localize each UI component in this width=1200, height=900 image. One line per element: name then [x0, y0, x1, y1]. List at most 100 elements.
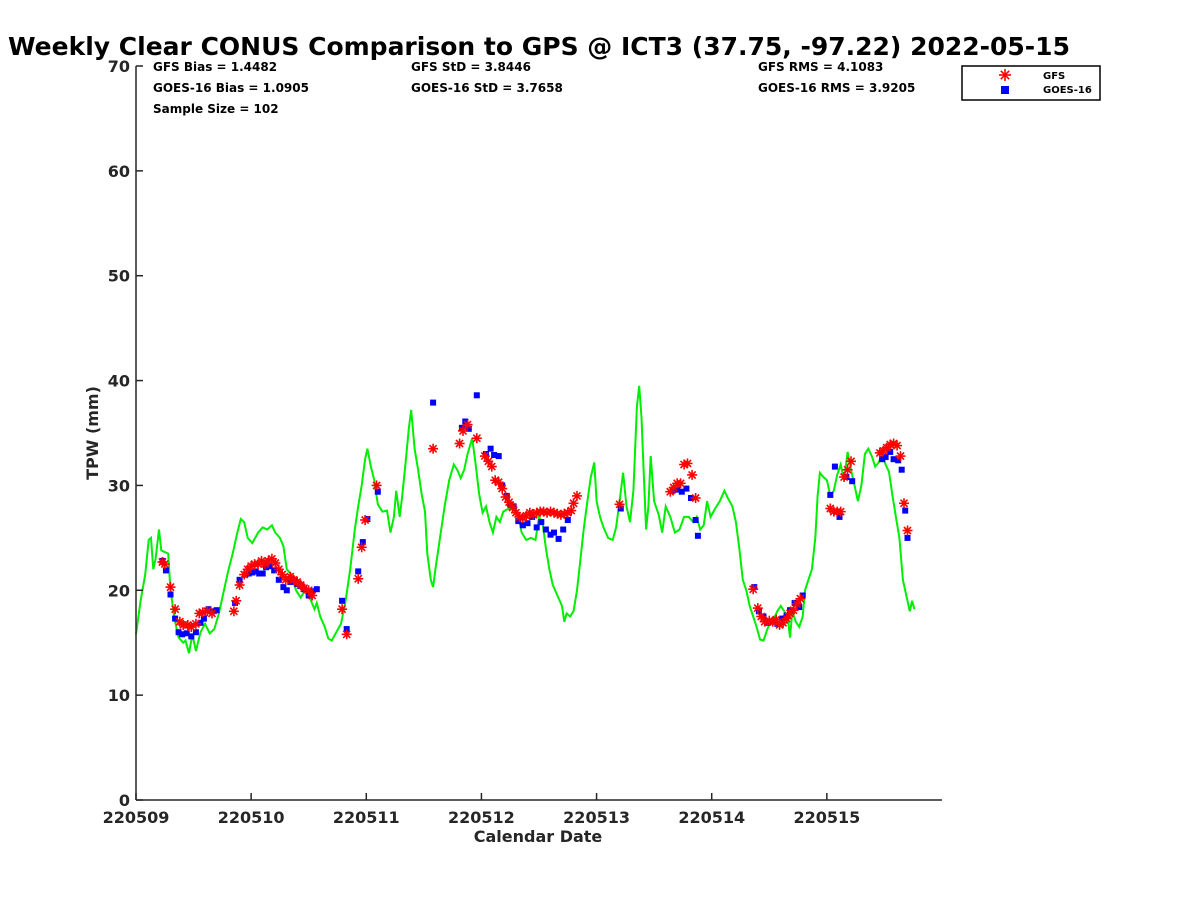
gfs-point	[566, 505, 577, 516]
gfs-point	[277, 569, 288, 580]
goes16-point	[678, 488, 685, 495]
goes16-point	[192, 629, 199, 636]
gfs-rms-stat: GFS RMS = 4.1083	[758, 60, 883, 74]
goes16-point	[538, 519, 545, 526]
gfs-point	[165, 582, 176, 593]
goes16-point	[271, 567, 278, 574]
goes16-point	[364, 516, 371, 522]
x-tick-label: 220512	[448, 808, 515, 827]
goes16-point	[343, 626, 350, 633]
legend-goes16-label: GOES-16	[1043, 85, 1092, 96]
x-tick-label: 220513	[563, 808, 630, 827]
gfs-point	[239, 569, 250, 580]
goes16-point	[213, 607, 220, 614]
gfs-point	[842, 464, 853, 475]
y-ticks: 0 10 20 30 40 50 60 70	[108, 57, 143, 810]
x-tick-label: 220509	[103, 808, 170, 827]
gfs-point	[504, 497, 515, 508]
y-tick-label: 70	[108, 57, 130, 76]
y-tick-label: 10	[108, 686, 130, 705]
goes16-point	[524, 520, 531, 527]
goes16-point	[183, 630, 190, 637]
goes16-point	[849, 478, 856, 485]
goes16-point	[287, 578, 294, 585]
goes16-point	[266, 563, 273, 570]
gfs-point	[752, 603, 763, 614]
goes16-point	[692, 517, 699, 523]
legend: GFS GOES-16	[961, 65, 1101, 101]
gfs-point	[190, 618, 201, 629]
goes16-point	[473, 392, 480, 399]
goes16-point	[683, 485, 690, 492]
goes16-point	[236, 576, 243, 583]
gfs-bias-stat: GFS Bias = 1.4482	[153, 60, 277, 74]
goes16-point	[827, 491, 834, 498]
gfs-point	[234, 580, 245, 590]
goes-std-stat: GOES-16 StD = 3.7658	[411, 81, 563, 95]
gfs-point	[486, 461, 497, 472]
statistics-block: GFS Bias = 1.4482 GOES-16 Bias = 1.0905 …	[153, 60, 915, 116]
y-axis-label: TPW (mm)	[83, 386, 102, 480]
goes16-point	[674, 486, 681, 493]
goes16-point	[197, 619, 204, 626]
goes16-point	[465, 425, 472, 432]
goes16-point	[283, 587, 290, 594]
gfs-point	[483, 456, 494, 467]
gfs-point	[902, 525, 913, 536]
gfs-point	[899, 498, 909, 509]
gfs-point	[231, 595, 242, 606]
goes-bias-stat: GOES-16 Bias = 1.0905	[153, 81, 309, 95]
goes16-point	[879, 456, 886, 463]
x-tick-label: 220514	[678, 808, 745, 827]
goes16-point	[669, 487, 676, 494]
gfs-point	[892, 440, 903, 451]
goes16-point	[179, 631, 186, 638]
gfs-point	[307, 590, 318, 601]
gfs-point	[159, 559, 170, 570]
goes16-point	[831, 463, 838, 470]
goes16-point	[882, 454, 889, 461]
gfs-point	[795, 593, 806, 604]
gfs-point	[682, 458, 693, 469]
goes16-point	[487, 445, 494, 452]
goes16-point	[887, 448, 894, 455]
gfs-point	[507, 502, 518, 513]
goes16-point	[339, 597, 346, 604]
gfs-point	[207, 608, 217, 619]
x-tick-label: 220510	[218, 808, 285, 827]
goes16-point	[458, 424, 465, 431]
goes16-point	[551, 529, 557, 536]
goes16-point	[245, 570, 252, 577]
goes16-point	[188, 633, 195, 640]
gfs-point	[756, 611, 767, 622]
axes	[135, 66, 942, 801]
goes16-point	[555, 535, 562, 542]
gps-series-layer	[135, 385, 916, 654]
goes16-point	[495, 453, 502, 460]
x-ticks: 220509 220510 220511 220512 220513 220514 2205…	[103, 793, 860, 827]
goes16-point	[175, 629, 182, 636]
goes16-point	[519, 522, 526, 529]
goes16-point	[355, 568, 362, 575]
gps-line	[135, 385, 916, 654]
gfs-point	[839, 472, 850, 482]
goes16-point	[902, 507, 909, 514]
gfs-point	[471, 433, 482, 444]
x-tick-label: 220515	[793, 808, 860, 827]
goes16-point	[172, 615, 179, 622]
goes16-point	[836, 513, 843, 520]
gfs-point	[895, 451, 906, 462]
gfs-point	[303, 585, 314, 596]
goes16-point	[533, 524, 540, 531]
gfs-point	[675, 478, 686, 489]
goes16-point	[617, 505, 624, 512]
goes-rms-stat: GOES-16 RMS = 3.9205	[758, 81, 915, 95]
x-tick-label: 220511	[333, 808, 400, 827]
gfs-point	[479, 451, 490, 462]
gfs-point	[458, 425, 468, 436]
legend-goes16-marker	[1001, 86, 1009, 94]
goes16-point	[890, 456, 897, 463]
goes16-point	[564, 517, 571, 523]
gfs-point	[781, 613, 792, 624]
